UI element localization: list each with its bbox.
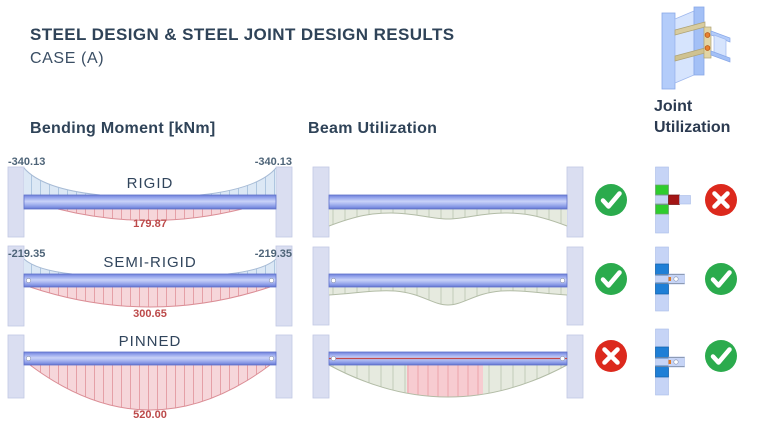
steel-joint-3d-icon [661,6,731,90]
page-title: STEEL DESIGN & STEEL JOINT DESIGN RESULT… [30,25,455,44]
column-right [275,166,293,238]
mid-moment: 300.65 [133,308,167,320]
beam [328,194,568,210]
joint-component-over [668,194,680,205]
bending-moment-diagram-pinned: PINNED 520.00 [7,333,293,421]
joint-status-icon [705,184,737,216]
joint-component-ok [655,184,669,196]
beam-utilization-diagram-rigid [312,166,584,238]
check-icon [705,340,737,372]
joint-component-ok [655,365,669,378]
check-icon [595,263,627,295]
end-moment-right: -219.35 [255,248,292,260]
cross-icon [705,184,737,216]
mid-moment: 520.00 [133,409,167,421]
bolt-mark [668,277,671,281]
bending-moment-header: Bending Moment [kNm] [30,120,216,137]
beam-status-icon [595,340,627,372]
beam-status-icon [595,184,627,216]
bending-moment-diagram-semi-rigid: -219.35 -219.35 SEMI-RIGID 300.65 [7,245,293,327]
joint-component-ok [655,346,669,359]
beam-utilization-diagram-pinned [312,334,584,399]
hinge-dot-left [330,355,336,361]
bending-moment-diagram-rigid: -340.13 -340.13 RIGID 179.87 [7,156,293,238]
hinge-dot [673,359,679,365]
joint-component-ok [655,263,669,276]
row-label: PINNED [119,333,182,350]
check-icon [705,263,737,295]
cross-icon [595,340,627,372]
joint-status-icon [705,263,737,295]
joint-utilization-header-line1: Joint [654,98,693,115]
page-subtitle: CASE (A) [30,50,105,67]
joint-utilization-header: Joint Utilization [654,96,730,138]
beam [23,194,277,210]
bolt-mark [668,360,671,364]
hinge-dot-left [25,277,31,283]
column-left [7,334,25,399]
column-left [312,334,330,399]
column-left [312,166,330,238]
check-icon [595,184,627,216]
hinge-dot-right [559,277,565,283]
beam [23,351,277,366]
column-right [566,246,584,326]
end-moment-left: -219.35 [8,248,45,260]
joint-utilization-header-line2: Utilization [654,119,731,136]
end-moment-right: -340.13 [255,156,292,168]
joint-mini-diagram-overstressed [655,166,691,234]
beam-utilization-diagram-semi-rigid [312,246,584,326]
hinge-dot-left [330,277,336,283]
mid-moment: 179.87 [133,218,167,230]
row-label: SEMI-RIGID [103,254,196,271]
column-left [7,166,25,238]
hinge-dot-right [559,355,565,361]
hinge-dot-left [25,355,31,361]
row-label: RIGID [127,175,174,192]
joint-component-ok [655,282,669,295]
status-cluster-semi-rigid [595,246,737,312]
column-right [566,334,584,399]
hinge-dot [673,276,679,282]
beam-utilization-header: Beam Utilization [308,120,438,137]
beam [328,273,568,288]
beam-status-icon [595,263,627,295]
joint-mini-diagram-ok [655,246,685,312]
column-right [566,166,584,238]
joint-status-icon [705,340,737,372]
status-cluster-pinned [595,328,737,396]
column-right [275,334,293,399]
hinge-dot-right [268,277,274,283]
joint-component-ok [655,203,669,215]
column-left [312,246,330,326]
end-moment-left: -340.13 [8,156,45,168]
hinge-dot-right [268,355,274,361]
joint-mini-diagram-ok [655,328,685,396]
beam [23,273,277,288]
beam-stub [679,195,691,205]
status-cluster-rigid [595,166,737,234]
